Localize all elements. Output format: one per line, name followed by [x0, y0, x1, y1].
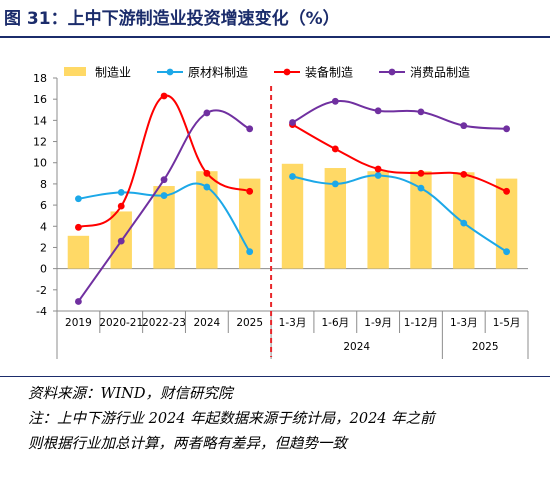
y-tick-label: 10 [33, 157, 47, 170]
category-label: 1-3月 [450, 317, 478, 329]
category-label: 1-12月 [404, 317, 438, 329]
category-label: 1-3月 [279, 317, 307, 329]
bar-manufacturing [153, 186, 175, 269]
point-equipment [75, 223, 82, 231]
point-equipment [417, 169, 425, 177]
category-label: 1-9月 [364, 317, 392, 329]
point-raw-materials [374, 172, 382, 179]
axes-layer: -4 -2 0 2 4 6 8 10 12 14 16 18 [33, 72, 529, 359]
point-raw-materials [117, 188, 125, 196]
bar-manufacturing [367, 171, 389, 269]
category-label: 2020-21 [99, 317, 143, 329]
point-raw-materials [160, 192, 168, 199]
bar-manufacturing [410, 171, 432, 269]
y-tick-label: 6 [40, 199, 47, 212]
point-consumer-goods [331, 97, 339, 105]
y-tick-label: 16 [33, 93, 47, 106]
bar-manufacturing [238, 178, 261, 269]
bar-manufacturing [324, 168, 347, 269]
legend-marker-raw-materials [166, 68, 174, 76]
point-equipment [460, 170, 468, 178]
category-label: 2022-23 [142, 317, 186, 329]
point-equipment [117, 202, 125, 210]
point-equipment [203, 169, 211, 177]
point-raw-materials [503, 248, 510, 256]
legend-label-consumer-goods: 消费品制造 [410, 66, 470, 80]
point-raw-materials [331, 180, 339, 188]
lines-layer [75, 86, 510, 357]
category-label: 2019 [65, 317, 92, 329]
point-equipment [374, 165, 382, 173]
y-tick-label: 2 [40, 241, 47, 254]
line-consumer-goods [292, 99, 507, 130]
legend-marker-equipment [283, 68, 291, 76]
figure-title: 图 31：上中下游制造业投资增速变化（%） [4, 9, 340, 29]
bars-layer [67, 163, 518, 269]
bar-manufacturing [196, 171, 218, 269]
y-tick-label: 8 [40, 178, 47, 191]
notes-block: 资料来源：WIND，财信研究院 注：上中下游行业 2024 年起数据来源于统计局… [28, 382, 543, 457]
bar-manufacturing [67, 235, 90, 269]
point-consumer-goods [117, 237, 125, 245]
point-equipment [246, 187, 254, 195]
legend-marker-consumer-goods [388, 68, 396, 76]
point-equipment [160, 92, 168, 100]
legend-swatch-manufacturing [64, 67, 86, 76]
point-equipment [331, 145, 339, 153]
line-raw-materials [292, 174, 508, 253]
point-raw-materials [460, 219, 468, 227]
legend-label-manufacturing: 制造业 [95, 66, 131, 80]
point-consumer-goods [203, 109, 211, 117]
point-equipment [503, 187, 510, 195]
y-tick-label: 18 [33, 72, 47, 85]
y-tick-label: 12 [33, 136, 47, 149]
legend-label-raw-materials: 原材料制造 [188, 66, 248, 80]
line-equipment [292, 123, 507, 193]
category-label: 2025 [236, 317, 263, 329]
point-consumer-goods [289, 119, 296, 126]
y-tick-label: 0 [40, 263, 47, 276]
category-label: 1-6月 [321, 317, 349, 329]
point-raw-materials [289, 173, 296, 180]
point-consumer-goods [160, 176, 168, 184]
group-label: 2025 [472, 341, 499, 353]
source-divider [0, 376, 550, 377]
point-raw-materials [417, 184, 425, 192]
legend: 制造业 原材料制造 装备制造 消费品制造 [64, 66, 470, 80]
point-consumer-goods [246, 125, 254, 133]
y-tick-label: 4 [40, 220, 47, 233]
footnote-line-1: 注：上中下游行业 2024 年起数据来源于统计局，2024 年之前 [28, 411, 435, 427]
point-raw-materials [203, 183, 211, 191]
y-tick-label: 14 [33, 114, 47, 127]
y-tick-label: -2 [36, 284, 47, 297]
footnote-line-2: 则根据行业加总计算，两者略有差异，但趋势一致 [28, 436, 347, 452]
group-label: 2024 [343, 341, 370, 353]
point-consumer-goods [374, 107, 382, 115]
point-consumer-goods [417, 108, 425, 116]
legend-label-equipment: 装备制造 [305, 66, 353, 80]
source-note: 资料来源：WIND，财信研究院 [28, 386, 233, 402]
bar-manufacturing [495, 178, 518, 269]
point-consumer-goods [75, 298, 82, 305]
category-label: 2024 [193, 317, 220, 329]
y-tick-label: -4 [36, 305, 47, 318]
point-consumer-goods [460, 122, 468, 130]
point-consumer-goods [503, 125, 510, 133]
bar-manufacturing [281, 163, 304, 269]
category-label: 1-5月 [493, 317, 521, 329]
title-divider [0, 36, 550, 38]
point-raw-materials [246, 248, 254, 256]
point-raw-materials [75, 195, 82, 203]
